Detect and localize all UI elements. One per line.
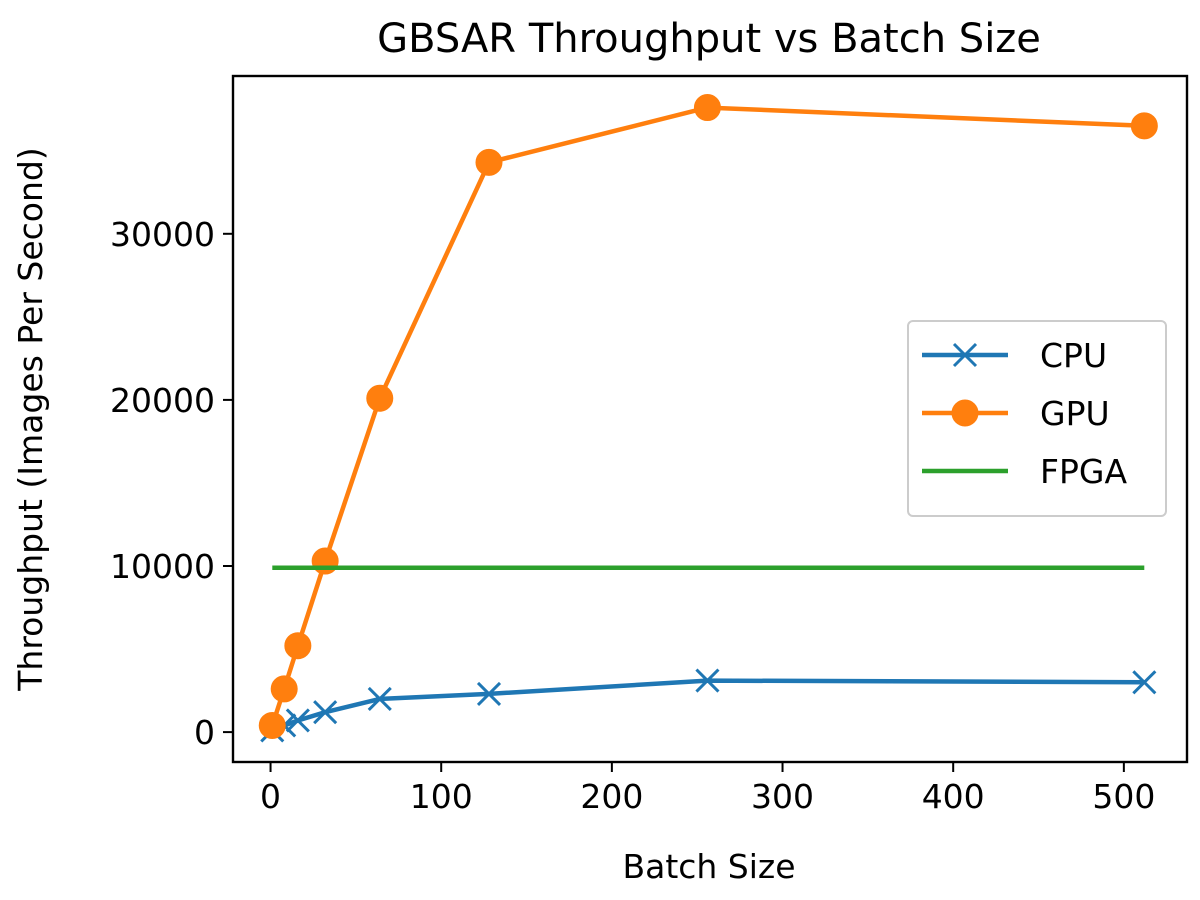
x-tick-label: 500 [1092,777,1155,816]
data-point-cpu [367,686,392,711]
legend-item-cpu: CPU [922,336,1107,375]
y-tick-label: 10000 [110,547,215,586]
y-tick-label: 20000 [110,381,215,420]
x-tick-label: 100 [410,777,473,816]
x-tick-label: 300 [751,777,814,816]
legend-marker-cpu [952,342,978,368]
data-point-cpu [313,700,338,725]
data-point-gpu [284,632,312,660]
x-tick-label: 400 [922,777,985,816]
y-tick-label: 0 [194,713,215,752]
y-axis-label: Throughput (Images Per Second) [11,147,50,692]
legend-item-gpu: GPU [922,394,1110,433]
legend-box [907,320,1167,517]
series-line-cpu [271,678,1145,733]
data-point-cpu [1132,670,1157,695]
data-point-gpu [1130,112,1158,140]
data-point-cpu [695,668,720,693]
x-axis-label: Batch Size [622,847,795,886]
legend-label-cpu: CPU [1040,336,1107,375]
data-point-gpu [693,94,721,122]
data-point-gpu [258,711,286,739]
plot-frame [231,74,1189,764]
data-point-gpu [475,148,503,176]
legend-marker-gpu [951,399,979,427]
legend-item-fpga: FPGA [922,452,1127,491]
data-point-gpu [270,675,298,703]
plot-area [258,94,1158,743]
x-tick-label: 200 [580,777,643,816]
x-tick-label: 0 [260,777,281,816]
data-point-gpu [311,547,339,575]
legend-label-gpu: GPU [1040,394,1110,433]
chart-title: GBSAR Throughput vs Batch Size [377,16,1041,62]
data-point-cpu [476,681,502,706]
axis-ticks: 0 100 200 300 400 500 0 10000 20000 30000 [110,215,1155,816]
data-point-cpu [285,708,310,733]
data-point-gpu [366,384,394,412]
legend: CPU GPU FPGA [907,320,1167,517]
legend-label-fpga: FPGA [1040,452,1127,491]
y-tick-label: 30000 [110,215,215,254]
